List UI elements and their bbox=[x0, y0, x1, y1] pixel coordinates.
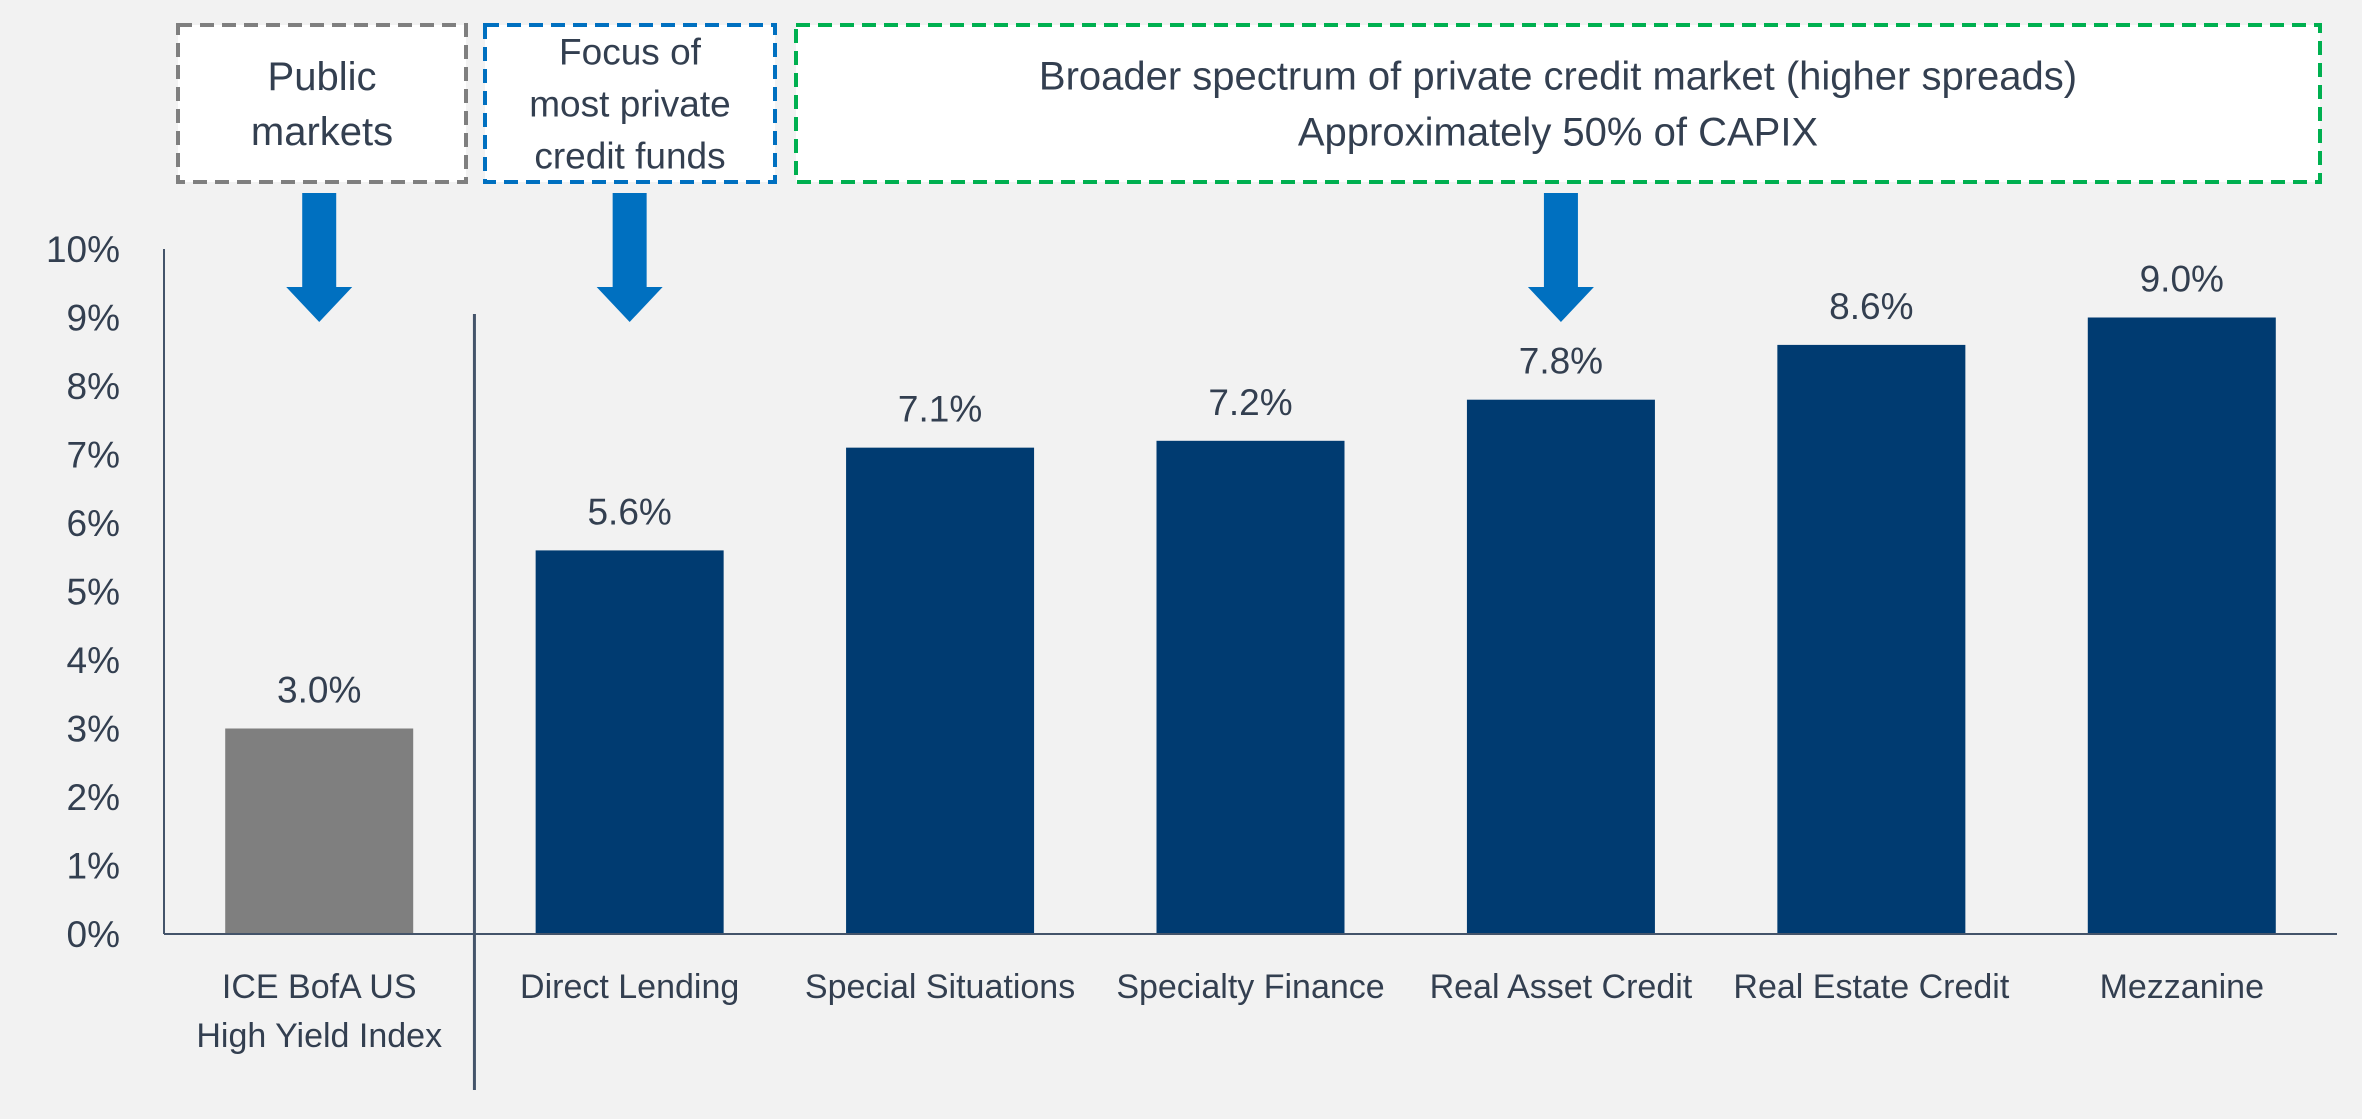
y-tick-label: 6% bbox=[67, 503, 120, 544]
y-tick-label: 1% bbox=[67, 846, 120, 887]
callout-box-focus bbox=[483, 23, 777, 184]
y-tick-label: 3% bbox=[67, 709, 120, 750]
x-tick-label: High Yield Index bbox=[196, 1017, 442, 1055]
callout-box-broad bbox=[794, 23, 2322, 184]
bar bbox=[225, 728, 414, 934]
callout-text: Approximately 50% of CAPIX bbox=[1298, 111, 1818, 155]
callout-text: markets bbox=[251, 110, 393, 154]
x-tick-label: Specialty Finance bbox=[1116, 968, 1384, 1006]
x-tick-label: Mezzanine bbox=[2100, 968, 2264, 1006]
data-label: 7.8% bbox=[1519, 341, 1603, 382]
data-label: 7.1% bbox=[898, 389, 982, 430]
y-tick-label: 7% bbox=[67, 435, 120, 476]
down-arrow-icon bbox=[286, 193, 353, 322]
x-tick-label: Real Asset Credit bbox=[1430, 968, 1693, 1006]
bar bbox=[1466, 399, 1655, 934]
y-tick-label: 8% bbox=[67, 366, 120, 407]
y-tick-label: 4% bbox=[67, 640, 120, 681]
y-tick-label: 5% bbox=[67, 572, 120, 613]
bar bbox=[846, 447, 1035, 934]
y-tick-label: 0% bbox=[67, 914, 120, 955]
callout-text: most private bbox=[529, 83, 731, 124]
x-tick-label: Direct Lending bbox=[520, 968, 739, 1006]
bar bbox=[1777, 344, 1966, 934]
data-label: 5.6% bbox=[587, 491, 671, 532]
callout-box-public bbox=[176, 23, 468, 184]
callout-text: credit funds bbox=[534, 135, 725, 176]
data-label: 3.0% bbox=[277, 670, 361, 711]
bar bbox=[535, 550, 724, 934]
data-label: 9.0% bbox=[2140, 259, 2224, 300]
y-tick-label: 10% bbox=[46, 229, 120, 270]
down-arrow-icon bbox=[1527, 193, 1594, 322]
y-tick-label: 2% bbox=[67, 777, 120, 818]
down-arrow-icon bbox=[596, 193, 663, 322]
bar bbox=[1156, 440, 1345, 934]
y-tick-label: 9% bbox=[67, 298, 120, 339]
bar bbox=[2087, 317, 2276, 934]
callout-text: Broader spectrum of private credit marke… bbox=[1039, 55, 2077, 99]
data-label: 8.6% bbox=[1829, 286, 1913, 327]
x-tick-label: ICE BofA US bbox=[222, 968, 417, 1006]
x-tick-label: Special Situations bbox=[805, 968, 1075, 1006]
callout-text: Focus of bbox=[559, 31, 702, 72]
data-label: 7.2% bbox=[1208, 382, 1292, 423]
callout-text: Public bbox=[268, 55, 377, 99]
x-tick-label: Real Estate Credit bbox=[1733, 968, 2009, 1006]
